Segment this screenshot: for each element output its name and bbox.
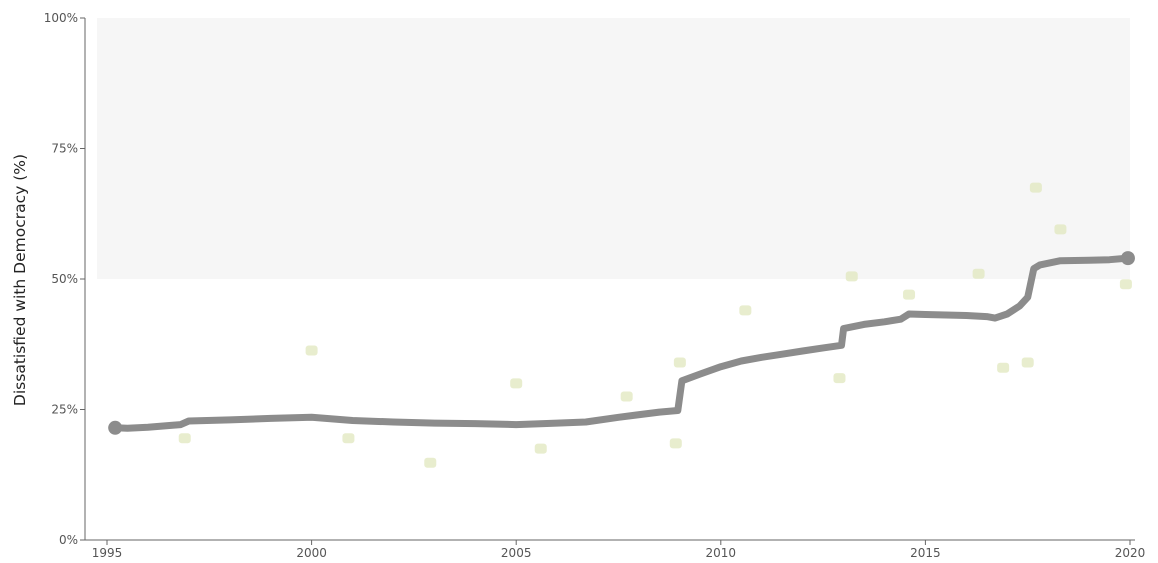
background-point [424,457,437,468]
y-axis-title: Dissatisfied with Democracy (%) [11,154,29,406]
background-point [305,345,318,356]
background-point [510,378,523,389]
background-point [673,357,686,368]
background-point [1021,357,1034,368]
background-point [845,271,858,282]
y-tick-label: 25% [51,403,78,417]
background-point [534,443,547,454]
y-tick-label: 0% [59,533,78,547]
x-tick-label: 2020 [1115,546,1146,560]
series-line [111,254,1132,432]
background-point [972,268,985,279]
y-tick-label: 75% [51,142,78,156]
shaded-band [97,18,1130,279]
y-tick-label: 50% [51,272,78,286]
series-endpoint [108,420,123,435]
background-point [669,438,682,449]
background-point [833,373,846,384]
background-point [903,289,916,300]
background-point [342,433,355,444]
background-point [739,305,752,316]
series-endpoint [1120,251,1135,266]
x-tick-label: 2000 [296,546,327,560]
background-point [1029,182,1042,193]
background-point [1054,224,1067,235]
background-point [1119,279,1132,290]
background-point [997,362,1010,373]
x-tick-label: 2010 [706,546,737,560]
y-tick-label: 100% [44,11,78,25]
x-tick-label: 2015 [910,546,941,560]
background-point [178,433,191,444]
x-tick-label: 1995 [92,546,123,560]
x-tick-label: 2005 [501,546,532,560]
background-point [620,391,633,402]
